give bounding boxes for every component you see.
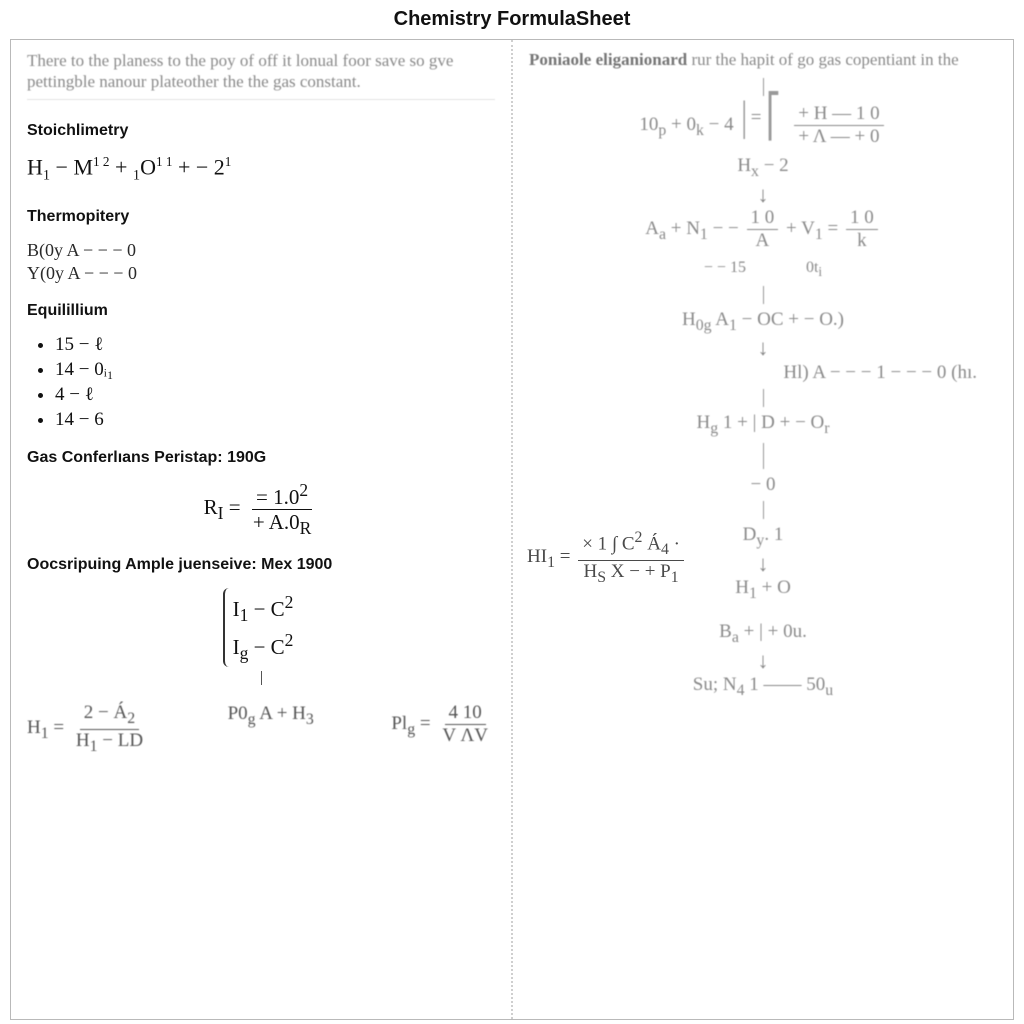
bracket-icon: | xyxy=(742,101,748,135)
bottom-eq-3: Plg = 4 10 V ΛV xyxy=(391,703,495,755)
bottom-eq-2: P0g A + H3 xyxy=(228,703,314,755)
right-intro-text: Poniaole eliganionard rur the hapit of g… xyxy=(529,50,997,70)
derivation-flow: 10p + 0k − 4 | = ⎡ + H — 1 0 + Λ — + 0 H… xyxy=(529,78,997,703)
page-title: Chemistry FormulaSheet xyxy=(10,6,1014,39)
arrow-down-icon: ↓ xyxy=(758,652,769,670)
gas-equation: RI = = 1.02 + A.0R xyxy=(27,481,495,538)
flow-step-3b: − − 15 0ti xyxy=(704,259,822,280)
section-heading-thermo: Thermopitery xyxy=(27,208,495,226)
left-intro-text: There to the planess to the poy of off i… xyxy=(27,50,495,100)
section-heading-gas: Gas Conferlıans Peristap: 190G xyxy=(27,449,495,467)
flow-step-7: − 0 xyxy=(751,474,776,496)
list-item: 4 − ℓ xyxy=(55,384,495,406)
flow-step-3: Aa + N1 − − 1 0 A + V1 = 1 0 k xyxy=(645,208,881,251)
section-heading-equil: Equilillium xyxy=(27,302,495,320)
section-heading-oocs: Oocsripuing Ample juenseive: Mex 1900 xyxy=(27,556,495,574)
bottom-eq-1: H1 = 2 − Á2 H1 − LD xyxy=(27,703,150,755)
thermo-line-2: Y(0y A − − − 0 xyxy=(27,263,495,284)
oocs-sys-1: I1 − C2 xyxy=(233,597,294,621)
flow-step-5: Hl) A − − − 1 − − − 0 (hı. xyxy=(783,362,977,384)
flow-step-10: Ba + | + 0u. xyxy=(719,621,807,647)
oocs-sys-2: Ig − C2 xyxy=(233,635,294,659)
list-item: 15 − ℓ xyxy=(55,334,495,356)
gas-eq-num: = 1.02 xyxy=(252,481,312,510)
left-column: There to the planess to the poy of off i… xyxy=(11,40,513,1019)
list-item: 14 − 0ᵢ₁ xyxy=(55,359,495,381)
section-heading-stoich: Stoichlimetry xyxy=(27,122,495,140)
equil-bullets: 15 − ℓ 14 − 0ᵢ₁ 4 − ℓ 14 − 6 xyxy=(37,334,495,431)
bottom-row-equations: H1 = 2 − Á2 H1 − LD P0g A + H3 Plg = 4 1… xyxy=(27,703,495,755)
bracket-open-icon: ⎡ xyxy=(767,101,782,135)
list-item: 14 − 6 xyxy=(55,409,495,431)
arrow-down-icon: ↓ xyxy=(758,339,769,357)
gas-eq-left: RI = xyxy=(204,495,241,519)
flow-step-4: H0g A1 − OC + − O.) xyxy=(682,309,844,335)
flow-step-11: Su; N4 1 —— 50u xyxy=(693,674,833,700)
sheet-container: There to the planess to the poy of off i… xyxy=(10,39,1014,1020)
gas-eq-den: + A.0R xyxy=(249,510,316,538)
flow-step-2: Hx − 2 xyxy=(737,155,788,181)
flow-step-1: 10p + 0k − 4 | = ⎡ + H — 1 0 + Λ — + 0 xyxy=(639,101,886,147)
thermo-line-1: B(0y A − − − 0 xyxy=(27,240,495,261)
flow-step-9: H1 + O xyxy=(735,577,791,603)
flow-step-6: Hg 1 + | D + − Or xyxy=(696,412,829,438)
arrow-down-icon: ↓ xyxy=(758,555,769,573)
oocs-system: I1 − C2 Ig − C2 xyxy=(27,588,495,685)
flow-step-8: Dy. 1 xyxy=(743,524,784,550)
arrow-down-icon: ↓ xyxy=(758,186,769,204)
stoich-formula: H1 − M1 2 + 1O1 1 + − 21 xyxy=(27,154,495,185)
right-column: Poniaole eliganionard rur the hapit of g… xyxy=(513,40,1013,1019)
